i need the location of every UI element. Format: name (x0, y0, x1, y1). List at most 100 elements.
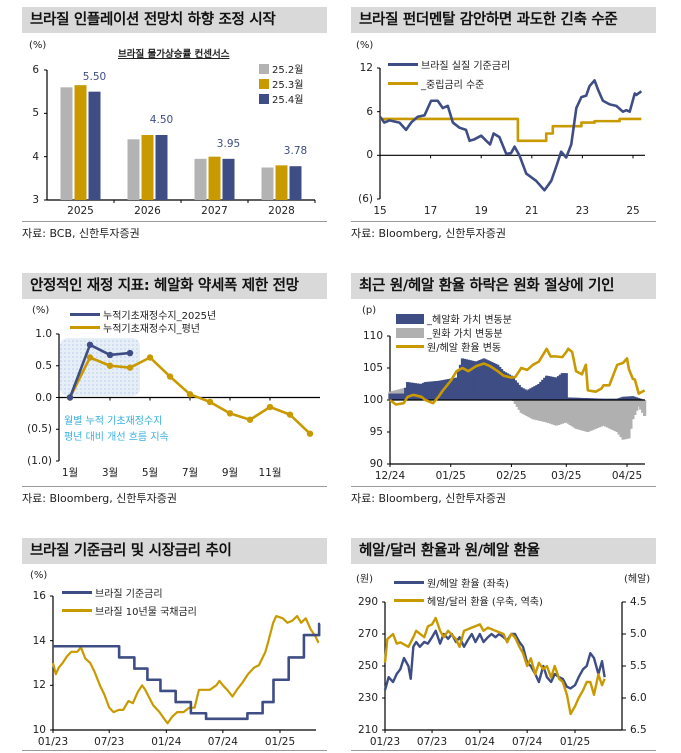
legend-item: 25.4월 (259, 91, 303, 106)
bar-_헤알화 가치 변동분 (439, 380, 443, 400)
y-tick-label: 0 (366, 149, 373, 162)
bar-_헤알화 가치 변동분 (453, 377, 457, 400)
bar-_헤알화 가치 변동분 (486, 360, 490, 400)
legend-item: _원화 가치 변동분 (396, 325, 503, 340)
point-누적기초재정수지_평년 (206, 398, 214, 406)
bar-_원화 가치 변동분 (637, 400, 641, 407)
point-누적기초재정수지_평년 (186, 391, 194, 398)
legend-label: 원/헤알 환율 (좌축) (427, 579, 509, 590)
bar-_원화 가치 변동분 (527, 400, 531, 418)
divider (22, 486, 327, 487)
legend-swatch (396, 345, 424, 348)
bar-_헤알화 가치 변동분 (588, 398, 592, 400)
bar-25.3월 (275, 165, 288, 200)
x-tick-label: 01/24 (151, 736, 182, 748)
bar-_원화 가치 변동분 (627, 400, 631, 439)
legend-label: 25.4월 (272, 95, 304, 106)
x-tick-label: 9월 (221, 467, 239, 479)
bar-25.3월 (141, 135, 154, 200)
bar-_헤알화 가치 변동분 (584, 398, 588, 400)
legend-label: 누적기초재정수지_2025년 (103, 311, 217, 322)
legend-swatch (259, 63, 269, 74)
point-누적기초재정수지_평년 (266, 403, 274, 411)
x-tick-label: 04/25 (611, 470, 643, 482)
legend-label: _원화 가치 변동분 (427, 329, 503, 340)
x-tick-label: 01/23 (37, 736, 69, 748)
bar-_헤알화 가치 변동분 (478, 360, 482, 400)
bar-_원화 가치 변동분 (531, 400, 535, 420)
x-tick-label: 11월 (258, 467, 282, 479)
panel-title-rates: 브라질 기준금리 및 시장금리 추이 (22, 538, 327, 564)
point-누적기초재정수지_평년 (246, 416, 254, 423)
bar-25.4월 (289, 166, 302, 200)
bar-_헤알화 가치 변동분 (433, 381, 437, 400)
panel-title-fiscal: 안정적인 재정 지표: 헤알화 약세폭 제한 전망 (22, 273, 327, 299)
y-tick-label: 210 (357, 724, 378, 736)
bar-_헤알화 가치 변동분 (496, 364, 500, 400)
bar-_헤알화 가치 변동분 (406, 382, 410, 400)
bar-_원화 가치 변동분 (603, 400, 608, 427)
point-누적기초재정수지_평년 (126, 364, 134, 371)
legend-item: 원/헤알 환율 변동 (396, 339, 501, 354)
source-note: 자료: Bloomberg, 신한투자증권 (351, 227, 506, 240)
legend-item: 누적기초재정수지_2025년 (70, 307, 216, 322)
y-tick-label: 1.0 (35, 328, 52, 340)
bar-_헤알화 가치 변동분 (560, 373, 564, 400)
bar-_원화 가치 변동분 (568, 400, 572, 425)
bar-_원화 가치 변동분 (615, 400, 619, 432)
bar-_원화 가치 변동분 (560, 400, 564, 424)
x-tick-label: 01/25 (435, 470, 466, 482)
legend-label: 헤알/달러 환율 (우축, 역축) (427, 597, 543, 608)
divider (22, 750, 327, 751)
bar-_헤알화 가치 변동분 (603, 398, 608, 400)
line-브라질 실질 기준금리 (378, 79, 643, 192)
y2-tick-label: 5.0 (630, 628, 647, 640)
y-axis-unit: (%) (356, 40, 374, 51)
bar-_헤알화 가치 변동분 (574, 397, 578, 400)
y2-tick-label: 6.5 (630, 724, 647, 736)
x-tick-label: 2027 (201, 205, 228, 217)
point-누적기초재정수지_평년 (146, 354, 154, 361)
bar-_원화 가치 변동분 (625, 400, 629, 439)
bar-_헤알화 가치 변동분 (594, 398, 598, 400)
bar-_원화 가치 변동분 (552, 400, 557, 425)
bar-_헤알화 가치 변동분 (413, 383, 418, 400)
bar-_원화 가치 변동분 (517, 400, 521, 410)
bar-_원화 가치 변동분 (592, 400, 596, 430)
source-note: 자료: Bloomberg, 신한투자증권 (22, 492, 177, 505)
bar-_원화 가치 변동분 (523, 400, 527, 415)
bar-_헤알화 가치 변동분 (460, 358, 465, 400)
legend-swatch (394, 599, 424, 602)
bar-_헤알화 가치 변동분 (601, 398, 606, 400)
bar-_헤알화 가치 변동분 (533, 386, 537, 400)
bar-_원화 가치 변동분 (556, 400, 561, 425)
bar-_헤알화 가치 변동분 (392, 393, 396, 400)
bar-_헤알화 가치 변동분 (599, 398, 604, 400)
bar-_원화 가치 변동분 (578, 400, 582, 430)
bar-_헤알화 가치 변동분 (539, 381, 543, 400)
legend-item: _중립금리 수준 (388, 76, 484, 91)
y2-tick-label: 6.0 (630, 692, 647, 704)
bar-_원화 가치 변동분 (566, 400, 570, 424)
bar-_헤알화 가치 변동분 (523, 389, 527, 400)
chart-subtitle: 브라질 물가상승률 컨센서스 (118, 49, 230, 60)
y-axis-unit: (p) (362, 305, 377, 316)
bar-_헤알화 가치 변동분 (617, 398, 621, 400)
y-axis-unit: (원) (356, 574, 374, 585)
y-tick-label: 110 (362, 330, 383, 342)
bar-_헤알화 가치 변동분 (586, 398, 590, 400)
bar-_헤알화 가치 변동분 (633, 396, 637, 400)
bar-_원화 가치 변동분 (635, 400, 639, 411)
bar-_헤알화 가치 변동분 (582, 398, 586, 400)
bar-_원화 가치 변동분 (588, 400, 592, 432)
legend-label: 브라질 10년물 국채금리 (95, 607, 197, 618)
point-누적기초재정수지_평년 (106, 362, 114, 369)
bar-_원화 가치 변동분 (580, 400, 584, 431)
x-tick-label: 01/23 (369, 736, 401, 748)
x-tick-label: 25 (626, 205, 640, 217)
bar-_원화 가치 변동분 (545, 400, 549, 423)
legend-swatch (62, 609, 92, 612)
bar-_헤알화 가치 변동분 (480, 359, 484, 400)
bar-_원화 가치 변동분 (621, 400, 625, 440)
x-tick-label: 21 (525, 205, 539, 217)
